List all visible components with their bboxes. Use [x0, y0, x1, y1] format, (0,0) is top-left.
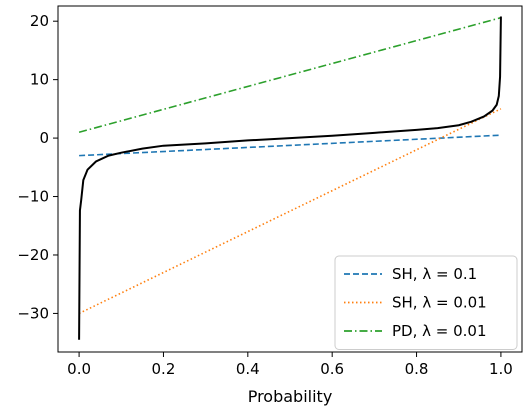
y-tick-label: 20 [30, 12, 49, 30]
y-axis-ticks: −30 −20 −10 0 10 20 [17, 12, 58, 322]
y-tick-label: 0 [39, 129, 49, 147]
x-axis-label: Probability [248, 387, 333, 406]
plot-frame [57, 5, 523, 353]
x-axis-ticks: 0.0 0.2 0.4 0.6 0.8 1.0 [67, 352, 513, 378]
legend-label: PD, λ = 0.01 [392, 322, 487, 340]
x-tick-label: 0.8 [405, 360, 429, 378]
series-line-1 [79, 134, 501, 157]
legend-label: SH, λ = 0.1 [392, 265, 477, 283]
x-tick-label: 0.2 [152, 360, 176, 378]
x-tick-label: 1.0 [489, 360, 513, 378]
legend-box [334, 255, 518, 350]
x-tick-label: 0.6 [320, 360, 344, 378]
legend-label: SH, λ = 0.01 [392, 294, 487, 312]
x-tick-label: 0.0 [67, 360, 91, 378]
x-tick-label: 0.4 [236, 360, 260, 378]
plot-lines [78, 16, 502, 340]
series-line-3 [78, 16, 502, 134]
y-tick-label: −30 [17, 304, 49, 322]
y-tick-label: −10 [17, 188, 49, 206]
legend: SH, λ = 0.1 SH, λ = 0.01 PD, λ = 0.01 [334, 255, 518, 350]
series-line-4 [78, 16, 502, 340]
y-tick-label: 10 [30, 71, 49, 89]
y-tick-label: −20 [17, 246, 49, 264]
